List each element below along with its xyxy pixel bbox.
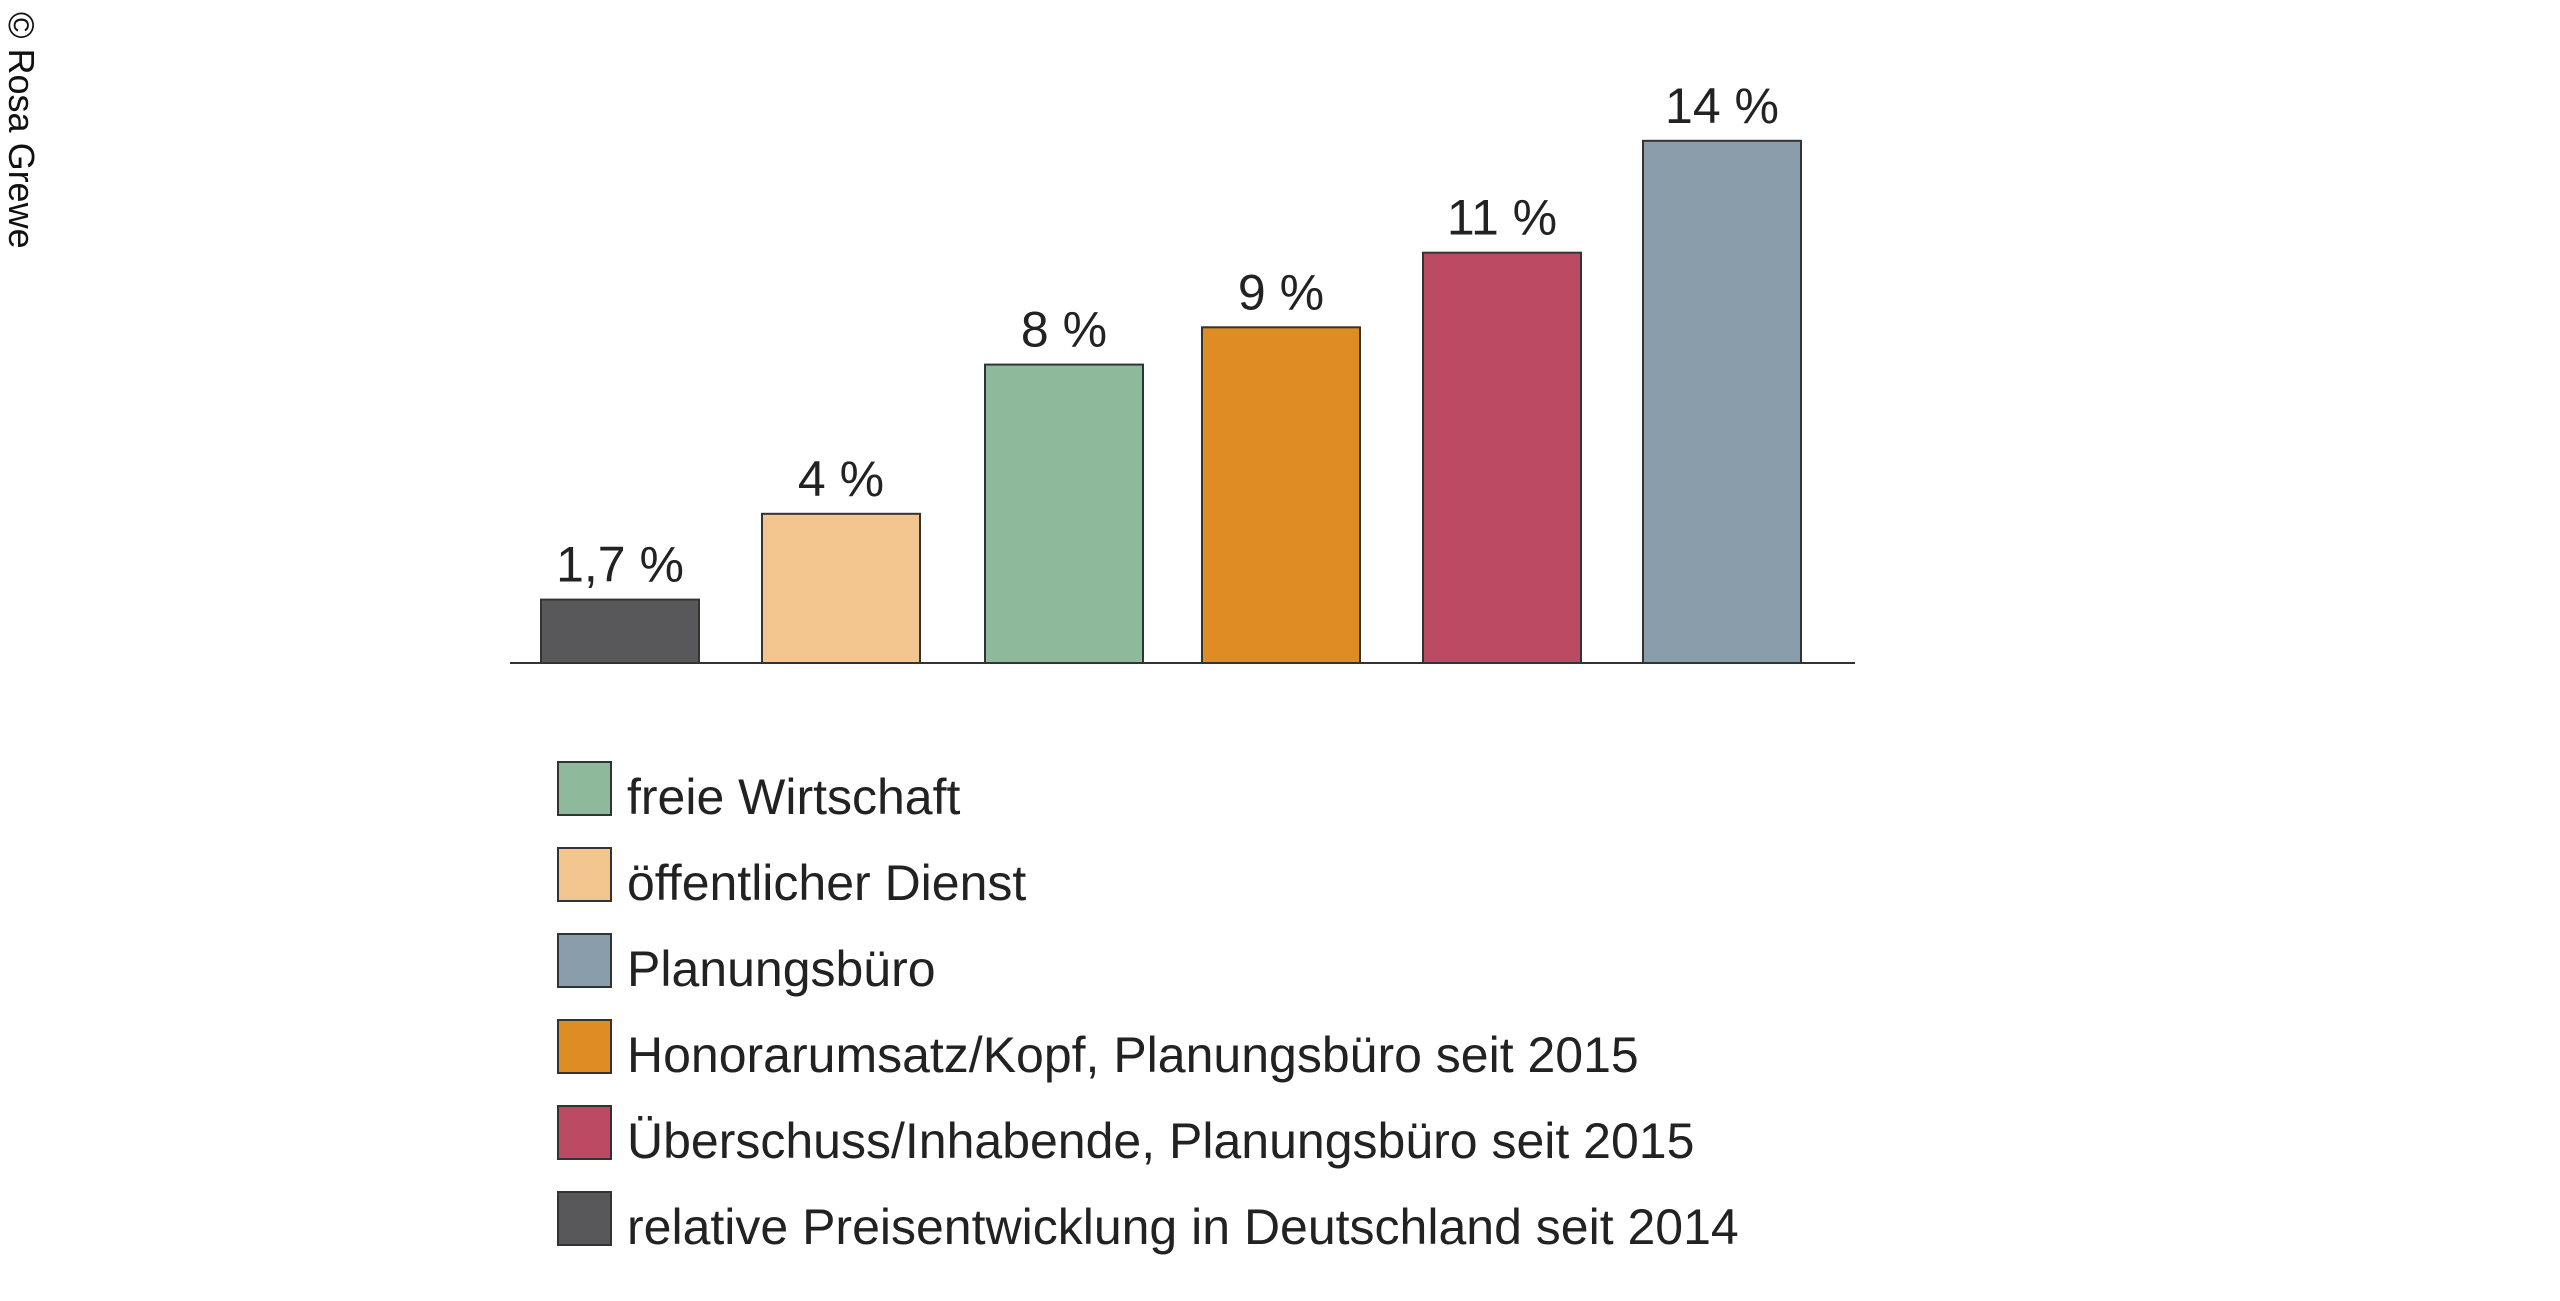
legend: freie Wirtschaft öffentlicher Dienst Planu…	[557, 761, 1739, 1255]
bars-group	[540, 139, 1802, 665]
bar-3	[984, 363, 1144, 664]
data-label-4: 9 %	[1238, 264, 1324, 320]
legend-label-6: relative Preisentwicklung in Deutschland…	[627, 1199, 1739, 1255]
legend-swatch-5	[557, 1105, 612, 1160]
legend-label-5: Überschuss/Inhabende, Planungsbüro seit …	[627, 1113, 1694, 1169]
data-label-2: 4 %	[798, 451, 884, 507]
legend-swatch-1	[557, 761, 612, 816]
legend-swatch-4	[557, 1019, 612, 1074]
bar-4	[1201, 326, 1361, 664]
legend-label-3: Planungsbüro	[627, 941, 936, 997]
legend-swatch-2	[557, 847, 612, 902]
bar-6	[1642, 139, 1802, 665]
bar-2	[761, 512, 921, 664]
data-labels-group: 1,7 % 4 % 8 % 9 % 11 % 14 %	[556, 78, 1779, 593]
data-label-1: 1,7 %	[556, 537, 684, 593]
legend-label-4: Honorarumsatz/Kopf, Planungsbüro seit 20…	[627, 1027, 1639, 1083]
data-label-5: 11 %	[1447, 190, 1557, 246]
legend-swatch-6	[557, 1191, 612, 1246]
legend-label-1: freie Wirtschaft	[627, 769, 961, 825]
legend-label-2: öffentlicher Dienst	[627, 855, 1026, 911]
bar-1	[540, 598, 700, 665]
data-label-6: 14 %	[1665, 78, 1779, 134]
legend-swatch-3	[557, 933, 612, 988]
data-label-3: 8 %	[1021, 302, 1107, 358]
bar-5	[1422, 251, 1582, 664]
